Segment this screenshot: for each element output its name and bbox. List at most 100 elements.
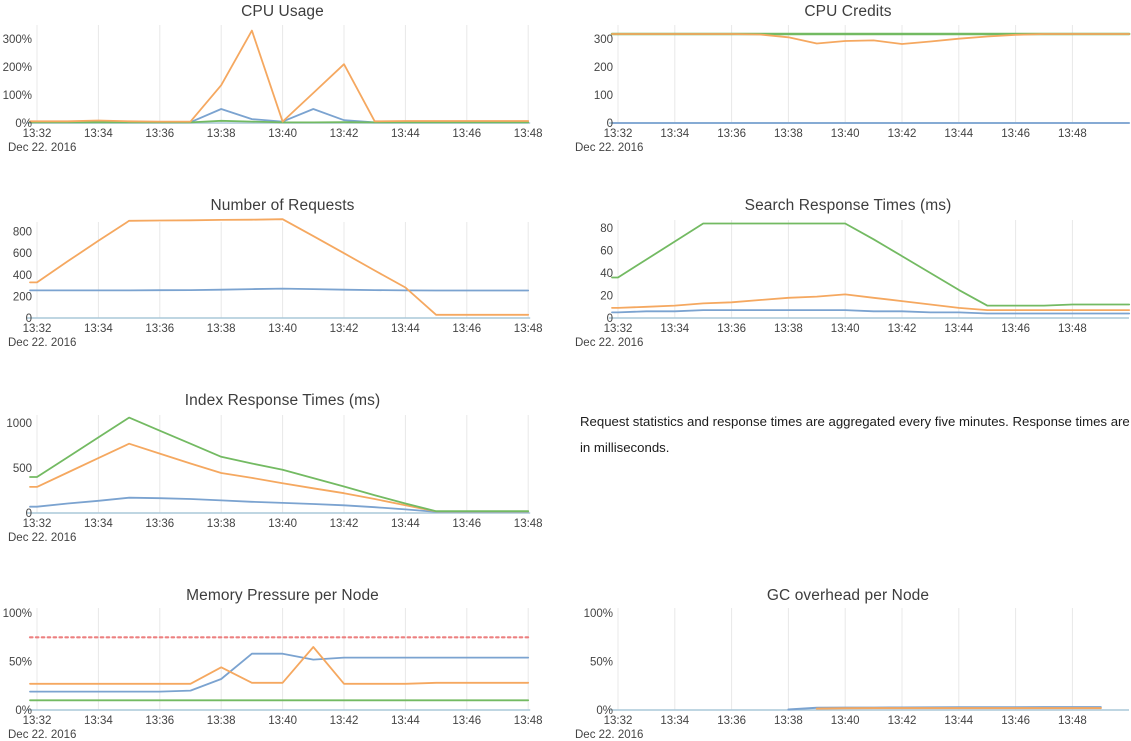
- trace-series-orange: [29, 29, 530, 123]
- x-axis-date-label: Dec 22. 2016: [8, 142, 76, 154]
- x-tick-label: 13:44: [944, 715, 973, 727]
- x-axis-date-label: Dec 22. 2016: [8, 729, 76, 741]
- x-tick-label: 13:32: [23, 715, 52, 727]
- x-tick-label: 13:42: [330, 323, 359, 335]
- x-tick-label: 13:38: [774, 715, 803, 727]
- trace-series-green: [29, 119, 530, 124]
- chart-title-gc-overhead: GC overhead per Node: [766, 587, 930, 604]
- x-tick-label: 13:48: [514, 715, 543, 727]
- y-tick-label: 0%: [596, 705, 613, 717]
- trace-series-blue: [29, 496, 530, 513]
- chart-index-response-times: 0 500 1000 13:32 13:34 13:36 13:38 13:40 13:42 13…: [0, 385, 565, 550]
- trace-series-orange: [29, 442, 530, 513]
- chart-number-of-requests: 0 200 400 600 800 13:32 13:34 13:36 13:38 13:40 13…: [0, 190, 565, 355]
- x-tick-label: 13:34: [660, 715, 689, 727]
- x-tick-label: 13:32: [604, 128, 633, 140]
- chart-title-number-of-requests: Number of Requests: [210, 197, 355, 214]
- x-tick-label: 13:36: [145, 128, 174, 140]
- x-tick-label: 13:46: [452, 715, 481, 727]
- x-tick-label: 13:32: [604, 715, 633, 727]
- x-tick-label: 13:40: [831, 323, 860, 335]
- y-tick-label: 20: [600, 291, 613, 303]
- x-tick-label: 13:48: [1058, 323, 1087, 335]
- y-tick-label: 0%: [15, 118, 32, 130]
- y-tick-label: 50%: [590, 657, 613, 669]
- x-tick-label: 13:46: [452, 323, 481, 335]
- x-tick-label: 13:36: [717, 323, 746, 335]
- trace-series-green: [29, 416, 530, 513]
- x-tick-label: 13:40: [268, 715, 297, 727]
- y-tick-label: 200: [594, 62, 613, 74]
- x-tick-label: 13:40: [831, 715, 860, 727]
- x-tick-label: 13:42: [888, 715, 917, 727]
- trace-series-blue: [29, 652, 530, 693]
- aggregation-note: Request statistics and response times ar…: [565, 385, 1131, 550]
- x-axis-date-label: Dec 22. 2016: [575, 337, 643, 349]
- search-response-times-plot-area[interactable]: 0 20 40 60 80 13:32 13:34 13:36 13:38 13:40 13:42 1…: [565, 190, 1131, 355]
- x-tick-label: 13:48: [514, 518, 543, 530]
- trace-series-green: [611, 222, 1131, 307]
- y-tick-label: 300%: [3, 34, 32, 46]
- trace-series-orange: [29, 646, 530, 685]
- x-tick-label: 13:40: [268, 323, 297, 335]
- chart-title-index-response-times: Index Response Times (ms): [184, 392, 381, 409]
- trace-series-orange: [815, 707, 1102, 710]
- trace-series-blue: [29, 287, 530, 292]
- x-tick-label: 13:38: [774, 323, 803, 335]
- x-tick-label: 13:46: [1001, 715, 1030, 727]
- x-tick-label: 13:48: [1058, 128, 1087, 140]
- x-tick-label: 13:42: [330, 128, 359, 140]
- x-tick-label: 13:44: [391, 128, 420, 140]
- y-tick-label: 300: [594, 34, 613, 46]
- y-tick-label: 100%: [3, 608, 32, 620]
- memory-pressure-plot-area[interactable]: 0% 50% 100% 13:32 13:34 13:36 13:38 13:40 13:42 1…: [0, 578, 565, 741]
- chart-title-cpu-usage: CPU Usage: [241, 3, 324, 20]
- gc-overhead-plot-area[interactable]: 0% 50% 100% 13:32 13:34 13:36 13:38 13:40 13:42 1…: [565, 578, 1131, 741]
- y-tick-label: 200: [13, 291, 32, 303]
- x-tick-label: 13:40: [268, 128, 297, 140]
- y-tick-label: 1000: [6, 418, 32, 430]
- index-response-times-plot-area[interactable]: 0 500 1000 13:32 13:34 13:36 13:38 13:40 13:42 13…: [0, 385, 565, 550]
- chart-memory-pressure-per-node: 0% 50% 100% 13:32 13:34 13:36 13:38 13:40 13:42 1…: [0, 578, 565, 741]
- x-axis-date-label: Dec 22. 2016: [575, 142, 643, 154]
- number-of-requests-plot-area[interactable]: 0 200 400 600 800 13:32 13:34 13:36 13:38 13:40 13…: [0, 190, 565, 355]
- x-tick-label: 13:36: [717, 128, 746, 140]
- y-tick-label: 0%: [15, 705, 32, 717]
- x-tick-label: 13:42: [330, 518, 359, 530]
- x-tick-label: 13:32: [23, 323, 52, 335]
- x-tick-label: 13:34: [84, 518, 113, 530]
- x-tick-label: 13:42: [888, 128, 917, 140]
- x-tick-label: 13:34: [84, 128, 113, 140]
- chart-title-memory-pressure: Memory Pressure per Node: [186, 587, 379, 604]
- x-tick-label: 13:48: [1058, 715, 1087, 727]
- y-tick-label: 0: [607, 313, 613, 325]
- y-tick-label: 0: [26, 313, 32, 325]
- y-tick-label: 0: [607, 118, 613, 130]
- x-tick-label: 13:40: [831, 128, 860, 140]
- y-tick-label: 40: [600, 268, 613, 280]
- y-tick-label: 400: [13, 270, 32, 282]
- x-tick-label: 13:38: [207, 518, 236, 530]
- trace-series-orange: [611, 293, 1131, 311]
- x-tick-label: 13:36: [717, 715, 746, 727]
- x-tick-label: 13:32: [23, 518, 52, 530]
- cpu-usage-plot-area[interactable]: 0% 100% 200% 300% 13:32 13:34 13:36 13:38 13:40 1…: [0, 0, 565, 160]
- x-tick-label: 13:38: [207, 323, 236, 335]
- x-tick-label: 13:46: [452, 518, 481, 530]
- x-tick-label: 13:32: [23, 128, 52, 140]
- x-axis-date-label: Dec 22. 2016: [8, 532, 76, 544]
- cpu-credits-plot-area[interactable]: 0 100 200 300 13:32 13:34 13:36 13:38 13:40 13:42…: [565, 0, 1131, 160]
- y-tick-label: 600: [13, 248, 32, 260]
- chart-gc-overhead-per-node: 0% 50% 100% 13:32 13:34 13:36 13:38 13:40 13:42 1…: [565, 578, 1131, 741]
- chart-title-search-response-times: Search Response Times (ms): [744, 197, 952, 214]
- y-tick-label: 50%: [9, 657, 32, 669]
- x-tick-label: 13:40: [268, 518, 297, 530]
- chart-cpu-usage: 0% 100% 200% 300% 13:32 13:34 13:36 13:38 13:40 1…: [0, 0, 565, 160]
- x-tick-label: 13:46: [1001, 323, 1030, 335]
- x-tick-label: 13:44: [391, 518, 420, 530]
- x-tick-label: 13:34: [84, 715, 113, 727]
- x-axis-date-label: Dec 22. 2016: [575, 729, 643, 741]
- chart-search-response-times: 0 20 40 60 80 13:32 13:34 13:36 13:38 13:40 13:42 1…: [565, 190, 1131, 355]
- x-tick-label: 13:32: [604, 323, 633, 335]
